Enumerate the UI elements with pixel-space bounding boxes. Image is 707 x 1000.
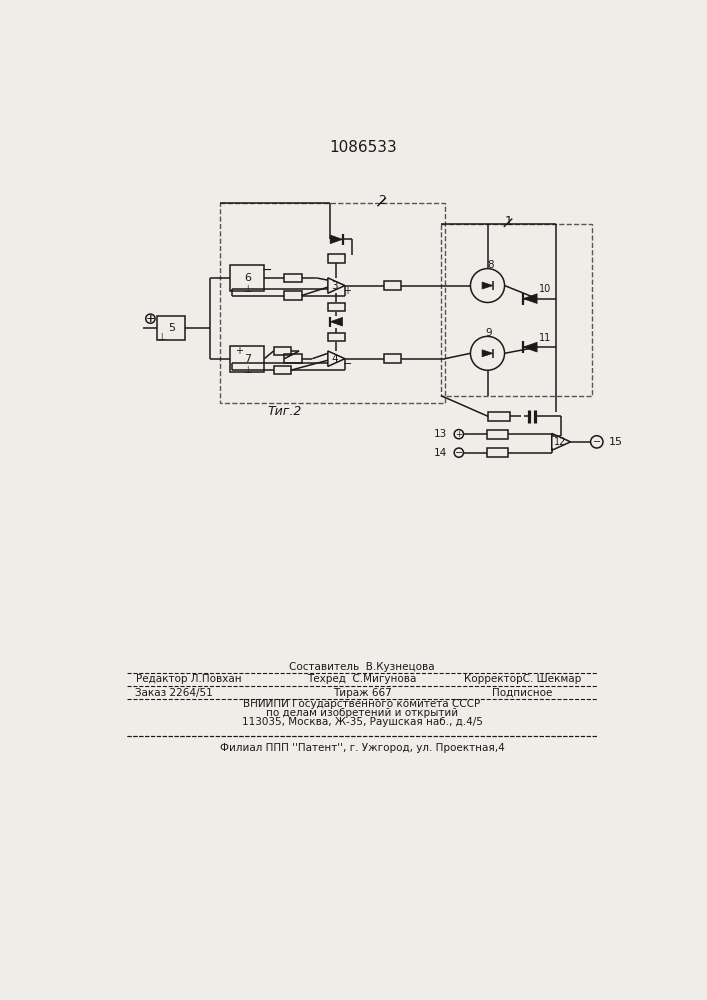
Bar [486, 448, 508, 457]
Text: Составитель  В.Кузнецова: Составитель В.Кузнецова [289, 662, 435, 672]
Text: 8: 8 [487, 260, 494, 270]
Text: КорректорС. Шекмар: КорректорС. Шекмар [464, 674, 581, 684]
Bar [328, 333, 345, 341]
Polygon shape [523, 342, 537, 352]
Bar [284, 291, 301, 300]
Text: 4: 4 [332, 354, 338, 364]
Bar [274, 347, 291, 355]
Text: +: + [146, 314, 155, 324]
Bar [158, 316, 185, 340]
Bar [220, 203, 445, 403]
Text: 10: 10 [539, 284, 551, 294]
Bar [284, 354, 301, 363]
Bar [328, 303, 345, 311]
Bar [489, 412, 510, 421]
Text: −: − [455, 448, 463, 458]
Text: +: + [146, 314, 154, 324]
Bar [384, 281, 401, 290]
Text: ⊥: ⊥ [158, 332, 166, 342]
Text: 14: 14 [434, 448, 448, 458]
Text: Подписное: Подписное [492, 688, 553, 698]
Text: Филиал ППП ''Патент'', г. Ужгород, ул. Проектная,4: Филиал ППП ''Патент'', г. Ужгород, ул. П… [220, 743, 504, 753]
Bar [384, 354, 401, 363]
Bar [230, 265, 264, 291]
Bar [274, 366, 291, 374]
Bar [284, 274, 301, 282]
Text: −: − [592, 437, 601, 447]
Text: 2: 2 [378, 194, 386, 207]
Text: +: + [235, 346, 243, 356]
Text: 1086533: 1086533 [329, 140, 397, 155]
Text: +: + [343, 286, 351, 296]
Text: Техред  С.Мигунова: Техред С.Мигунова [308, 674, 416, 684]
Polygon shape [482, 350, 493, 357]
Bar [230, 346, 264, 372]
Text: ВНИИПИ Государственного комитета СССР: ВНИИПИ Государственного комитета СССР [243, 699, 481, 709]
Text: 7: 7 [244, 354, 251, 364]
Text: по делам изобретений и открытий: по делам изобретений и открытий [266, 708, 458, 718]
Text: ⊥: ⊥ [243, 284, 252, 294]
Text: Редактор Л.Повхан: Редактор Л.Повхан [136, 674, 242, 684]
Polygon shape [330, 235, 343, 244]
Text: Τиг.2: Τиг.2 [267, 405, 302, 418]
Text: −: − [262, 264, 273, 277]
Text: 6: 6 [244, 273, 251, 283]
Text: 5: 5 [168, 323, 175, 333]
Text: 3: 3 [332, 281, 338, 291]
Text: Заказ 2264/51: Заказ 2264/51 [135, 688, 213, 698]
Bar [486, 430, 508, 439]
Text: 15: 15 [609, 437, 623, 447]
Text: 11: 11 [539, 333, 551, 343]
Bar [328, 254, 345, 263]
Text: 13: 13 [434, 429, 448, 439]
Text: +: + [455, 430, 462, 439]
Text: Тираж 667: Тираж 667 [332, 688, 392, 698]
Text: 113035, Москва, Ж-35, Раушская наб., д.4/5: 113035, Москва, Ж-35, Раушская наб., д.4… [242, 717, 482, 727]
Text: ⊥: ⊥ [243, 365, 252, 375]
Text: −: − [342, 359, 352, 369]
Text: 1: 1 [505, 215, 513, 228]
Text: 12: 12 [554, 437, 566, 447]
Polygon shape [523, 294, 537, 303]
Polygon shape [482, 282, 493, 289]
Polygon shape [330, 317, 343, 326]
Bar [441, 224, 592, 396]
Text: 9: 9 [486, 328, 492, 338]
